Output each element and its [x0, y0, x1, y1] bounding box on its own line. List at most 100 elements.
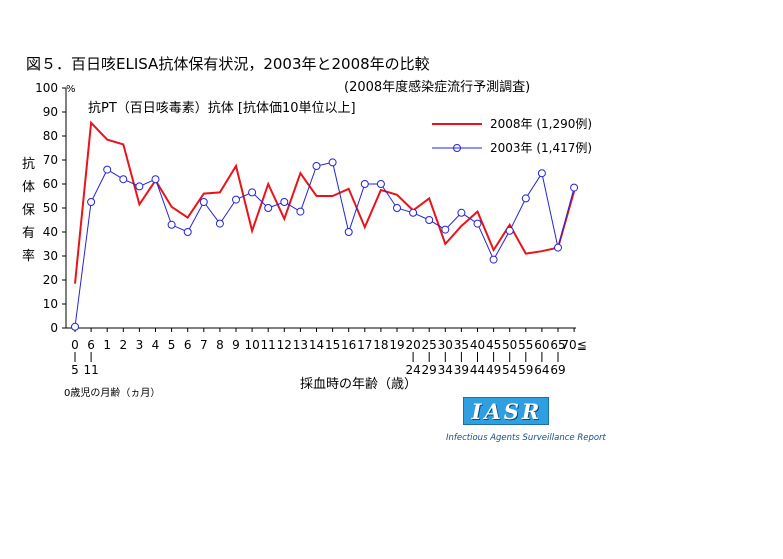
x-tick-label: 20	[405, 338, 420, 352]
x-tick-label: 25	[422, 338, 437, 352]
x-axis-label: 採血時の年齢（歳）	[300, 377, 417, 392]
y-axis-label: 抗 体 保 有 率	[22, 157, 35, 264]
x-tick-label: 3	[136, 338, 144, 352]
x-tick-label: 15	[325, 338, 340, 352]
y-label-char: 抗	[22, 157, 35, 172]
x-tick-label: 13	[293, 338, 308, 352]
iasr-logo-caption: Infectious Agents Surveillance Report	[446, 433, 606, 443]
x-tick-label-end: 39	[454, 363, 469, 377]
data-point-2003	[425, 216, 434, 224]
data-point-2003	[232, 195, 240, 204]
x-tick-label: 9	[232, 338, 240, 352]
data-point-2003	[151, 175, 160, 184]
x-tick-label: 35	[454, 338, 469, 352]
x-tick-label: 16	[341, 338, 356, 352]
y-tick-label: 30	[43, 249, 58, 263]
y-label-char: 有	[22, 226, 35, 241]
y-tick-label: 20	[43, 273, 58, 287]
legend-2003-label: 2003年 (1,417例)	[490, 141, 592, 155]
y-tick-label: 50	[43, 201, 58, 215]
series-line-2008	[74, 120, 576, 284]
data-point-2003	[344, 228, 353, 236]
x-tick-label: 60	[534, 338, 549, 352]
x-tick-label: 8	[216, 338, 224, 352]
data-point-2003	[505, 226, 514, 235]
y-tick-label: 70	[43, 153, 58, 167]
data-point-2003	[119, 175, 128, 184]
x-tick-label: 1	[103, 338, 111, 352]
data-point-2003	[473, 219, 482, 228]
iasr-logo: IASR	[463, 397, 549, 425]
x-tick-label-end: 24	[405, 363, 420, 377]
x-tick-label: 0	[71, 338, 79, 352]
x-tick-label: 6	[184, 338, 192, 352]
data-point-2003	[393, 204, 401, 212]
legend-2008-label: 2008年 (1,290例)	[490, 117, 592, 131]
y-label-char: 率	[22, 248, 35, 264]
x-tick-label: 40	[470, 338, 485, 352]
data-point-2003	[248, 188, 257, 197]
data-point-2003	[312, 162, 321, 170]
data-point-2003	[537, 169, 546, 178]
y-tick-label: 90	[43, 105, 58, 119]
x-tick-label: 7	[200, 338, 208, 352]
x-tick-label-end: 59	[518, 363, 533, 377]
x-tick-label: 45	[486, 338, 501, 352]
x-tick-label-end: 34	[438, 363, 453, 377]
data-point-2003	[409, 208, 418, 217]
y-label-char: 体	[22, 180, 35, 195]
y-tick-label: 100	[35, 81, 58, 95]
x-tick-label-end: 54	[502, 363, 517, 377]
data-point-2003	[71, 322, 79, 331]
x-tick-label: 19	[389, 338, 404, 352]
chart-subtitle: (2008年度感染症流行予測調査)	[344, 79, 530, 95]
x-tick-label-end: 29	[422, 363, 437, 377]
data-point-2003	[554, 243, 562, 252]
inner-title: 抗PT（百日咳毒素）抗体 [抗体価10単位以上]	[88, 100, 356, 116]
x-tick-label: 50	[502, 338, 517, 352]
data-point-2003	[328, 158, 337, 167]
x-tick-label-end: 44	[470, 363, 485, 377]
x-tick-label: 6	[87, 338, 95, 352]
legend: 2008年 (1,290例) 2003年 (1,417例)	[432, 117, 592, 155]
x-tick-label-end: 11	[83, 363, 98, 377]
y-tick-label: 40	[43, 225, 58, 239]
y-ticks: 0 10 20 30 40 50 60 70 80 90 100	[35, 81, 66, 335]
y-label-char: 保	[22, 203, 35, 218]
x-tick-label: 55	[518, 338, 533, 352]
data-point-2003	[441, 225, 450, 234]
x-tick-label: 70≦	[561, 338, 586, 352]
data-point-2003	[296, 207, 305, 216]
y-tick-label: 0	[50, 321, 58, 335]
x-tick-label: 17	[357, 338, 372, 352]
data-point-2003	[135, 182, 144, 191]
x-tick-label: 11	[261, 338, 276, 352]
x-tick-label: 30	[438, 338, 453, 352]
data-point-2003	[87, 198, 96, 206]
data-point-2003	[167, 220, 176, 229]
data-point-2003	[215, 219, 224, 228]
x-tick-label-end: 5	[71, 363, 79, 377]
data-point-2003	[360, 180, 369, 188]
legend-2003-marker	[453, 144, 461, 152]
data-point-2003	[280, 198, 289, 206]
chart-title: 図５．百日咳ELISA抗体保有状況，2003年と2008年の比較	[26, 55, 430, 73]
data-point-2003	[489, 255, 498, 264]
x-tick-label: 10	[244, 338, 259, 352]
x-tick-label: 18	[373, 338, 388, 352]
x-tick-label-end: 64	[534, 363, 549, 377]
y-tick-label: 80	[43, 129, 58, 143]
data-point-2003	[183, 228, 192, 236]
x-tick-label: 2	[119, 338, 127, 352]
x-tick-label-end: 69	[550, 363, 565, 377]
x-axis-months-label: 0歳児の月齢（ヵ月）	[64, 386, 160, 399]
x-tick-label: 4	[152, 338, 160, 352]
iasr-logo-text: IASR	[471, 399, 543, 424]
x-tick-label: 5	[168, 338, 176, 352]
series-line-2003	[74, 161, 575, 327]
x-tick-label: 12	[277, 338, 292, 352]
series-layer	[71, 120, 579, 331]
data-point-2003	[199, 198, 208, 206]
x-tick-label: 65	[550, 338, 565, 352]
